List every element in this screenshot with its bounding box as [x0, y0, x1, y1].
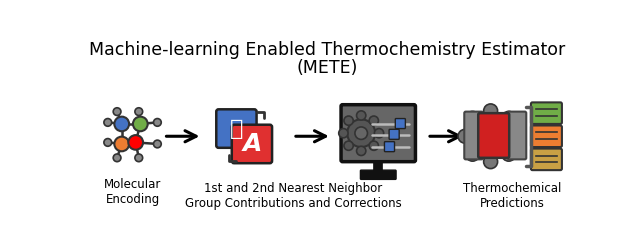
FancyBboxPatch shape [232, 125, 272, 163]
FancyBboxPatch shape [385, 142, 394, 152]
Circle shape [113, 154, 121, 162]
FancyBboxPatch shape [341, 105, 415, 162]
Circle shape [374, 128, 383, 138]
Circle shape [104, 118, 112, 126]
Circle shape [369, 116, 378, 125]
FancyBboxPatch shape [531, 148, 562, 170]
Circle shape [135, 154, 142, 162]
Circle shape [470, 116, 511, 156]
Circle shape [484, 155, 498, 168]
FancyBboxPatch shape [389, 129, 399, 139]
Circle shape [482, 128, 498, 144]
FancyBboxPatch shape [396, 118, 405, 128]
FancyBboxPatch shape [531, 126, 562, 147]
Circle shape [466, 147, 479, 161]
Text: (METE): (METE) [296, 59, 358, 77]
Text: 文: 文 [230, 118, 243, 139]
Circle shape [502, 111, 516, 125]
Circle shape [357, 146, 366, 156]
Circle shape [344, 116, 353, 125]
Circle shape [135, 108, 142, 116]
Circle shape [458, 129, 472, 143]
Circle shape [344, 141, 353, 150]
FancyBboxPatch shape [465, 112, 483, 159]
Text: 1st and 2nd Nearest Neighbor
Group Contributions and Corrections: 1st and 2nd Nearest Neighbor Group Contr… [185, 182, 401, 210]
Text: Molecular
Encoding: Molecular Encoding [104, 178, 161, 206]
Circle shape [114, 116, 129, 131]
Circle shape [153, 118, 161, 126]
Circle shape [502, 147, 516, 161]
FancyBboxPatch shape [360, 170, 396, 179]
Circle shape [133, 116, 148, 131]
Circle shape [114, 137, 129, 151]
Circle shape [104, 138, 112, 146]
Circle shape [347, 119, 375, 147]
FancyBboxPatch shape [531, 102, 562, 124]
Text: Machine-learning Enabled Thermochemistry Estimator: Machine-learning Enabled Thermochemistry… [89, 41, 566, 59]
Circle shape [355, 127, 367, 140]
Circle shape [466, 111, 479, 125]
Circle shape [128, 135, 143, 150]
Text: Thermochemical
Predictions: Thermochemical Predictions [463, 182, 562, 210]
FancyBboxPatch shape [216, 109, 257, 148]
Circle shape [113, 108, 121, 116]
Circle shape [153, 140, 161, 148]
Text: A: A [242, 132, 261, 156]
Circle shape [339, 128, 348, 138]
FancyBboxPatch shape [478, 113, 509, 158]
Circle shape [369, 141, 378, 150]
Circle shape [357, 111, 366, 120]
Circle shape [484, 104, 498, 118]
FancyBboxPatch shape [507, 112, 527, 159]
Circle shape [509, 129, 523, 143]
